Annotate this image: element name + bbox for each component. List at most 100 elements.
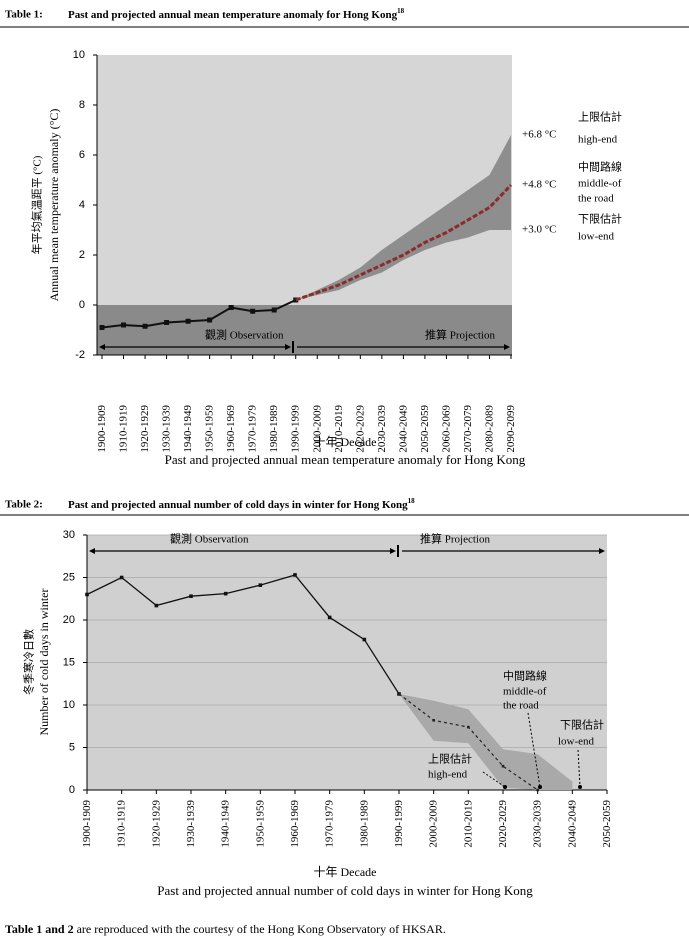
leader-tip (538, 785, 542, 789)
y-tick-label: 8 (79, 99, 85, 111)
x-tick-label: 1970-1979 (324, 800, 336, 848)
title-ref: 18 (397, 7, 405, 15)
series-marker (185, 318, 191, 324)
x-tick-label: 1930-1939 (161, 405, 173, 453)
x-axis-label: 十年 Decade (314, 865, 377, 879)
annotation: +4.8 °C (522, 179, 556, 191)
series-marker (164, 320, 170, 325)
x-tick-label: 1990-1999 (290, 405, 302, 453)
series-marker (121, 322, 127, 328)
y-tick-label: 25 (63, 571, 75, 583)
arrowhead (89, 548, 95, 554)
series-line (101, 299, 297, 329)
arrowhead (599, 548, 605, 554)
x-tick-label: 2010-2019 (462, 800, 474, 848)
x-tick-label: 2010-2019 (333, 405, 345, 453)
annotation: low-end (558, 736, 595, 748)
projection-label: 推算 Projection (425, 328, 495, 342)
y-tick-label: 0 (69, 784, 75, 796)
x-tick-label: 1980-1989 (358, 800, 370, 848)
x-tick-label: 1910-1919 (116, 800, 128, 848)
y-tick-label: -2 (75, 349, 85, 361)
y-axis-label: Number of cold days in winter (37, 589, 51, 736)
x-tick-label: 2040-2049 (566, 800, 578, 848)
leader-tip (578, 785, 582, 789)
x-tick-label: 1900-1909 (81, 800, 93, 848)
series-marker (362, 637, 367, 642)
chart-caption: Past and projected annual mean temperatu… (165, 452, 526, 467)
x-tick-label: 1930-1939 (185, 800, 197, 848)
arrowhead (285, 344, 291, 350)
x-tick-label: 1960-1969 (289, 800, 301, 848)
arrowhead (390, 548, 396, 554)
title-ref: 18 (408, 497, 416, 505)
leader-line (482, 771, 506, 788)
series-marker (99, 325, 105, 330)
y-tick-label: 30 (63, 529, 75, 541)
x-tick-label: 2050-2059 (419, 405, 431, 453)
series-marker (228, 305, 234, 310)
x-tick-label: 1910-1919 (118, 405, 130, 453)
annotation: 中間路線 (578, 160, 622, 174)
series-marker (119, 575, 124, 580)
arrowhead (504, 344, 510, 350)
footnote: Table 1 and 2 are reproduced with the co… (5, 922, 446, 936)
series-marker (258, 583, 263, 587)
title-text: Past and projected annual mean temperatu… (68, 9, 398, 21)
series-marker (293, 573, 297, 577)
x-tick-label: 1980-1989 (268, 405, 280, 453)
series-marker (467, 725, 470, 729)
series-line (295, 183, 513, 302)
annotation: middle-of (578, 178, 622, 190)
annotation: the road (503, 700, 539, 712)
annotation: 下限估計 (578, 212, 622, 226)
y-axis-label-zh: 冬季寒冷日數 (22, 629, 36, 695)
x-tick-label: 2060-2069 (440, 405, 452, 453)
annotation: high-end (578, 134, 618, 146)
x-tick-label: 1920-1929 (150, 800, 162, 848)
x-tick-label: 1900-1909 (96, 405, 108, 453)
leader-tip (503, 785, 507, 789)
x-tick-label: 2090-2099 (505, 405, 517, 453)
observation-label: 觀測 Observation (170, 532, 249, 546)
x-tick-label: 1990-1999 (393, 800, 405, 848)
series-marker (85, 592, 89, 597)
x-tick-label: 1970-1979 (247, 405, 259, 453)
series-marker (536, 788, 539, 792)
y-tick-label: 6 (79, 149, 85, 161)
footnote-bold: Table 1 and 2 (5, 922, 74, 936)
table-title: Past and projected annual number of cold… (68, 497, 415, 511)
x-tick-label: 2070-2079 (462, 405, 474, 453)
annotation: 下限估計 (560, 718, 604, 732)
annotation: low-end (578, 231, 615, 243)
y-axis-label: Annual mean temperature anomaly (°C) (47, 109, 61, 302)
y-tick-label: 4 (79, 199, 85, 211)
y-tick-label: 20 (63, 614, 75, 626)
footnote-text: are reproduced with the courtesy of the … (74, 922, 446, 936)
series-marker (250, 308, 256, 314)
x-tick-label: 2030-2039 (376, 405, 388, 453)
x-tick-label: 1960-1969 (225, 405, 237, 453)
leader-line (527, 712, 541, 788)
annotation: +6.8 °C (522, 129, 556, 141)
y-tick-label: 5 (69, 741, 75, 753)
chart-caption: Past and projected annual number of cold… (157, 883, 533, 898)
annotation: middle-of (503, 686, 547, 698)
annotation: 上限估計 (428, 752, 472, 766)
x-tick-label: 2020-2029 (497, 800, 509, 848)
x-tick-label: 2080-2089 (483, 405, 495, 453)
series-line (86, 574, 400, 695)
series-marker (223, 591, 228, 596)
y-tick-label: 0 (79, 299, 85, 311)
x-tick-label: 2000-2009 (311, 405, 323, 453)
projection-range (295, 135, 511, 300)
series-marker (189, 594, 193, 598)
x-tick-label: 2050-2059 (601, 800, 613, 848)
projection-range (399, 693, 573, 790)
annotation: the road (578, 193, 614, 205)
series-marker (271, 307, 277, 313)
x-tick-label: 1950-1959 (254, 800, 266, 848)
x-tick-label: 2000-2009 (428, 800, 440, 848)
y-tick-label: 15 (63, 656, 75, 668)
